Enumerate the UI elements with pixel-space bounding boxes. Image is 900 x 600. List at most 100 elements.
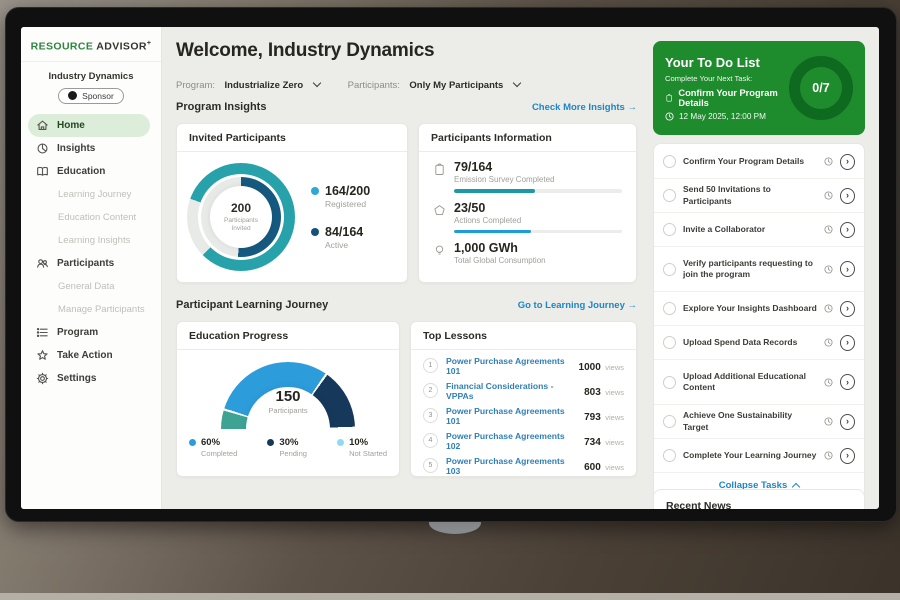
sidebar-item-label: General Data [58,280,115,292]
sidebar-item-label: Settings [57,372,97,384]
task-checkbox[interactable] [663,155,676,168]
education-gauge: 150 Participants [221,362,355,429]
todo-next-task: Confirm Your Program Details [665,88,789,108]
todo-due-date: 12 May 2025, 12:00 PM [665,112,789,121]
lesson-rank: 4 [423,433,438,448]
lesson-row: 2 Financial Considerations - VPPAs 803 v… [411,378,636,403]
participants-icon [37,258,48,268]
logo-plus: + [146,40,152,47]
lesson-link[interactable]: Power Purchase Agreements 101 [446,355,565,376]
action-icon [434,204,445,215]
check-more-insights-link[interactable]: Check More Insights → [531,102,637,113]
task-checkbox[interactable] [663,449,676,462]
lesson-row: 4 Power Purchase Agreements 102 734 view… [411,428,636,453]
clock-icon [824,417,833,426]
task-row[interactable]: Complete Your Learning Journey › [654,439,864,473]
task-checkbox[interactable] [663,302,676,315]
sidebar-item-settings[interactable]: Settings [21,367,161,390]
clock-icon [824,304,833,313]
task-row[interactable]: Verify participants requesting to join t… [654,247,864,292]
legend-label: Not Started [349,449,387,458]
sidebar-item-program[interactable]: Program [21,321,161,344]
task-chevron-button[interactable]: › [840,413,855,430]
clock-icon [824,451,833,460]
education-progress-card: Education Progress 150 Participants 60% … [176,321,400,477]
stat-value: 79/164 [454,160,493,174]
sidebar-item-learning-journey[interactable]: Learning Journey [21,183,161,206]
task-checkbox[interactable] [663,223,676,236]
task-label: Achieve One Sustainability Target [683,410,793,432]
task-checkbox[interactable] [663,262,676,276]
legend-label: Registered [325,199,367,209]
task-row[interactable]: Explore Your Insights Dashboard › [654,292,864,326]
task-chevron-button[interactable]: › [840,447,855,464]
task-checkbox[interactable] [663,336,676,349]
lesson-rank: 2 [423,383,438,398]
gauge-center-label: Participants [268,406,308,415]
legend-dot [189,439,196,446]
lesson-rank: 5 [423,458,438,473]
task-chevron-button[interactable]: › [840,261,855,277]
sidebar-item-learning-insights[interactable]: Learning Insights [21,229,161,252]
stat-total-consumption: 1,000 GWh Total Global Consumption [419,233,636,265]
invited-donut-ring-inner: 200 Participants Invited [201,177,281,257]
gauge-center-value: 150 [275,388,301,405]
main-content: Welcome, Industry Dynamics Program: Indu… [161,27,651,509]
sidebar-item-education[interactable]: Education [21,160,161,183]
task-chevron-button[interactable]: › [840,374,855,390]
todo-subtitle: Complete Your Next Task: [665,74,753,83]
legend-item-completed: 60% Completed [189,437,237,458]
sidebar-item-participants[interactable]: Participants [21,252,161,275]
sidebar-item-home[interactable]: Home [28,113,150,137]
progress-bar [454,229,622,233]
progress-bar-fill [454,229,532,233]
org-name: Industry Dynamics [48,70,134,82]
task-row[interactable]: Send 50 Invitations to Participants › [654,179,864,213]
task-chevron-button[interactable]: › [840,334,855,351]
recent-news-card: Recent News [653,489,865,509]
learning-journey-section-header: Participant Learning Journey Go to Learn… [176,299,637,311]
insights-cards-row: Invited Participants 200 Participants In… [176,123,637,283]
sidebar-item-general-data[interactable]: General Data [21,275,161,298]
sidebar-item-education-content[interactable]: Education Content [21,206,161,229]
task-chevron-button[interactable]: › [840,153,855,170]
task-chevron-button[interactable]: › [840,300,855,317]
lesson-link[interactable]: Financial Considerations - VPPAs [446,380,554,401]
list-icon [36,327,48,337]
task-checkbox[interactable] [663,189,676,202]
invited-participants-card: Invited Participants 200 Participants In… [176,123,408,283]
gauge-legend: 60% Completed 30% Pending 10% Not Starte… [177,433,399,458]
lesson-views: 803 views [584,386,624,398]
task-label: Invite a Collaborator [683,223,766,234]
task-row[interactable]: Upload Additional Educational Content › [654,360,864,405]
lesson-link[interactable]: Power Purchase Agreements 103 [446,455,565,476]
sidebar-item-manage-participants[interactable]: Manage Participants [21,298,161,321]
legend-pct: 10% [349,437,369,448]
task-row[interactable]: Achieve One Sustainability Target › [654,405,864,439]
sidebar-item-take-action[interactable]: Take Action [21,344,161,367]
task-chevron-button[interactable]: › [840,221,855,238]
sidebar-item-label: Take Action [57,349,113,361]
program-filter-label: Program: [176,80,216,91]
participants-filter[interactable]: Participants: Only My Participants [348,75,522,93]
legend-item-active: 84/164 Active [311,225,370,250]
task-row[interactable]: Confirm Your Program Details › [654,145,864,179]
task-chevron-button[interactable]: › [840,187,855,204]
task-checkbox[interactable] [663,375,676,389]
go-to-learning-journey-link[interactable]: Go to Learning Journey → [517,300,637,311]
lesson-link[interactable]: Power Purchase Agreements 101 [446,405,565,426]
chevron-down-icon [512,78,522,88]
task-checkbox[interactable] [663,415,676,428]
todo-progress-value: 0/7 [812,81,830,95]
task-row[interactable]: Upload Spend Data Records › [654,326,864,360]
lesson-link[interactable]: Power Purchase Agreements 102 [446,430,565,451]
program-filter[interactable]: Program: Industrialize Zero [176,75,321,93]
task-row[interactable]: Invite a Collaborator › [654,213,864,247]
logo-resource: RESOURCE [30,40,94,53]
legend-dot [267,439,275,446]
sponsor-badge[interactable]: Sponsor [58,87,124,104]
sidebar-item-insights[interactable]: Insights [21,137,161,160]
gear-icon [36,372,49,384]
collapse-tasks-button[interactable]: Collapse Tasks [654,473,864,497]
todo-progress-ring: 0/7 [789,56,853,120]
